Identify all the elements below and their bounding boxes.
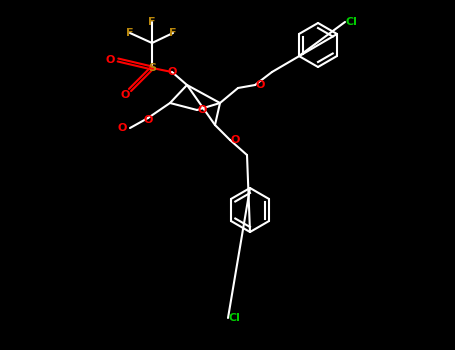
Text: F: F [126,28,134,38]
Text: O: O [105,55,115,65]
Text: O: O [230,135,240,145]
Text: Cl: Cl [228,313,240,323]
Text: F: F [148,17,156,27]
Text: O: O [197,105,207,115]
Text: O: O [117,123,126,133]
Text: F: F [169,28,177,38]
Text: S: S [148,63,156,73]
Text: O: O [143,115,153,125]
Text: Cl: Cl [345,17,357,27]
Text: O: O [167,67,177,77]
Text: O: O [120,90,130,100]
Text: O: O [255,80,265,90]
